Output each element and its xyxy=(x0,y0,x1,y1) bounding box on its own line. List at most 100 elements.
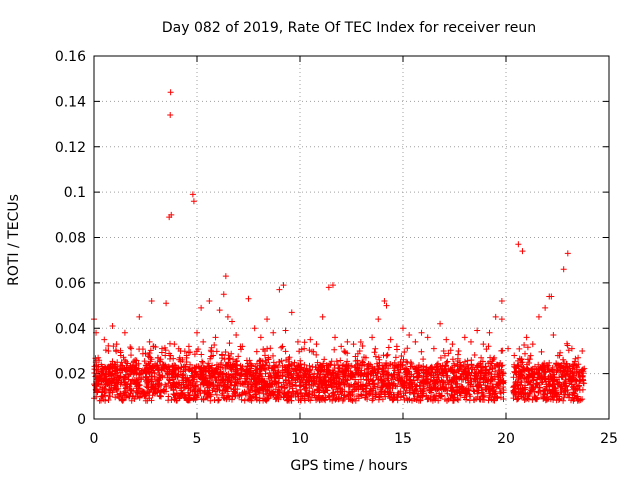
data-point xyxy=(183,352,190,359)
data-points xyxy=(91,89,586,368)
data-point xyxy=(467,338,474,345)
data-point xyxy=(492,313,499,320)
y-axis-label: ROTI / TECUs xyxy=(6,194,22,286)
data-point xyxy=(406,332,413,339)
data-point xyxy=(338,343,345,350)
x-tick-label: 10 xyxy=(291,431,309,447)
plot-frame xyxy=(93,55,610,420)
data-point xyxy=(98,361,105,368)
data-point xyxy=(222,273,229,280)
data-point xyxy=(535,313,542,320)
data-point xyxy=(220,291,227,298)
data-point xyxy=(251,325,258,332)
data-point xyxy=(498,316,505,323)
data-point xyxy=(189,191,196,198)
data-point xyxy=(486,329,493,336)
x-tick-label: 5 xyxy=(193,431,202,447)
data-point xyxy=(95,354,102,361)
data-point xyxy=(280,282,287,289)
data-point xyxy=(505,345,512,352)
data-point xyxy=(276,286,283,293)
y-tick-label: 0.12 xyxy=(55,140,86,156)
y-tick-label: 0.02 xyxy=(55,367,86,383)
data-point xyxy=(344,338,351,345)
data-point xyxy=(568,345,575,352)
x-tick-label: 0 xyxy=(90,431,99,447)
data-point xyxy=(206,298,213,305)
data-point xyxy=(113,341,120,348)
data-point xyxy=(198,304,205,311)
data-point xyxy=(168,211,175,218)
dense-noise-path xyxy=(91,339,588,404)
data-point xyxy=(424,334,431,341)
y-tick-label: 0.06 xyxy=(55,276,86,292)
data-point xyxy=(136,313,143,320)
data-point xyxy=(163,300,170,307)
data-point xyxy=(150,343,157,350)
data-point xyxy=(239,343,246,350)
y-tick-label: 0.04 xyxy=(55,321,86,337)
data-point xyxy=(101,336,108,343)
data-point xyxy=(301,345,308,352)
data-point xyxy=(480,341,487,348)
data-point xyxy=(511,352,518,359)
y-tick-label: 0 xyxy=(77,412,86,428)
y-tick-label: 0.14 xyxy=(55,94,86,110)
data-point xyxy=(529,341,536,348)
data-point xyxy=(117,352,124,359)
data-point xyxy=(515,241,522,248)
data-point xyxy=(461,334,468,341)
data-point xyxy=(455,347,462,354)
data-point xyxy=(548,293,555,300)
data-point xyxy=(575,354,582,361)
data-point xyxy=(313,341,320,348)
data-point xyxy=(148,298,155,305)
data-point xyxy=(194,329,200,336)
data-point xyxy=(400,325,406,332)
data-point xyxy=(325,284,332,291)
x-tick-label: 25 xyxy=(600,431,618,447)
data-point xyxy=(393,343,400,350)
data-point xyxy=(443,336,450,343)
data-point xyxy=(362,354,369,361)
data-point xyxy=(449,341,456,348)
x-tick-label: 15 xyxy=(394,431,412,447)
data-point xyxy=(212,334,219,341)
chart-title: Day 082 of 2019, Rate Of TEC Index for r… xyxy=(162,20,536,36)
data-point xyxy=(556,352,563,359)
data-point xyxy=(294,338,301,345)
data-point xyxy=(412,338,419,345)
data-point xyxy=(474,327,481,334)
data-point xyxy=(418,329,425,336)
data-point xyxy=(245,295,252,302)
data-point xyxy=(177,347,184,354)
data-point xyxy=(216,307,223,314)
data-point xyxy=(224,313,231,320)
data-point xyxy=(498,298,505,305)
data-point xyxy=(356,347,363,354)
data-point xyxy=(121,329,128,336)
data-point xyxy=(171,341,178,348)
data-point xyxy=(264,316,271,323)
data-point xyxy=(437,320,444,327)
y-tick-label: 0.08 xyxy=(55,231,86,247)
data-point xyxy=(430,345,437,352)
data-point xyxy=(146,338,153,345)
data-point xyxy=(387,336,394,343)
data-point xyxy=(329,282,336,289)
data-point xyxy=(523,334,530,341)
data-point xyxy=(167,89,174,96)
data-point xyxy=(167,111,174,118)
data-point xyxy=(190,198,197,205)
data-point xyxy=(579,347,586,354)
data-point xyxy=(154,354,161,361)
y-tick-label: 0.16 xyxy=(55,49,86,65)
data-point xyxy=(105,347,112,354)
data-point xyxy=(257,334,264,341)
data-point xyxy=(519,248,526,255)
data-point xyxy=(109,322,116,329)
data-point xyxy=(550,332,557,339)
data-point xyxy=(132,357,139,364)
data-point xyxy=(383,302,390,309)
